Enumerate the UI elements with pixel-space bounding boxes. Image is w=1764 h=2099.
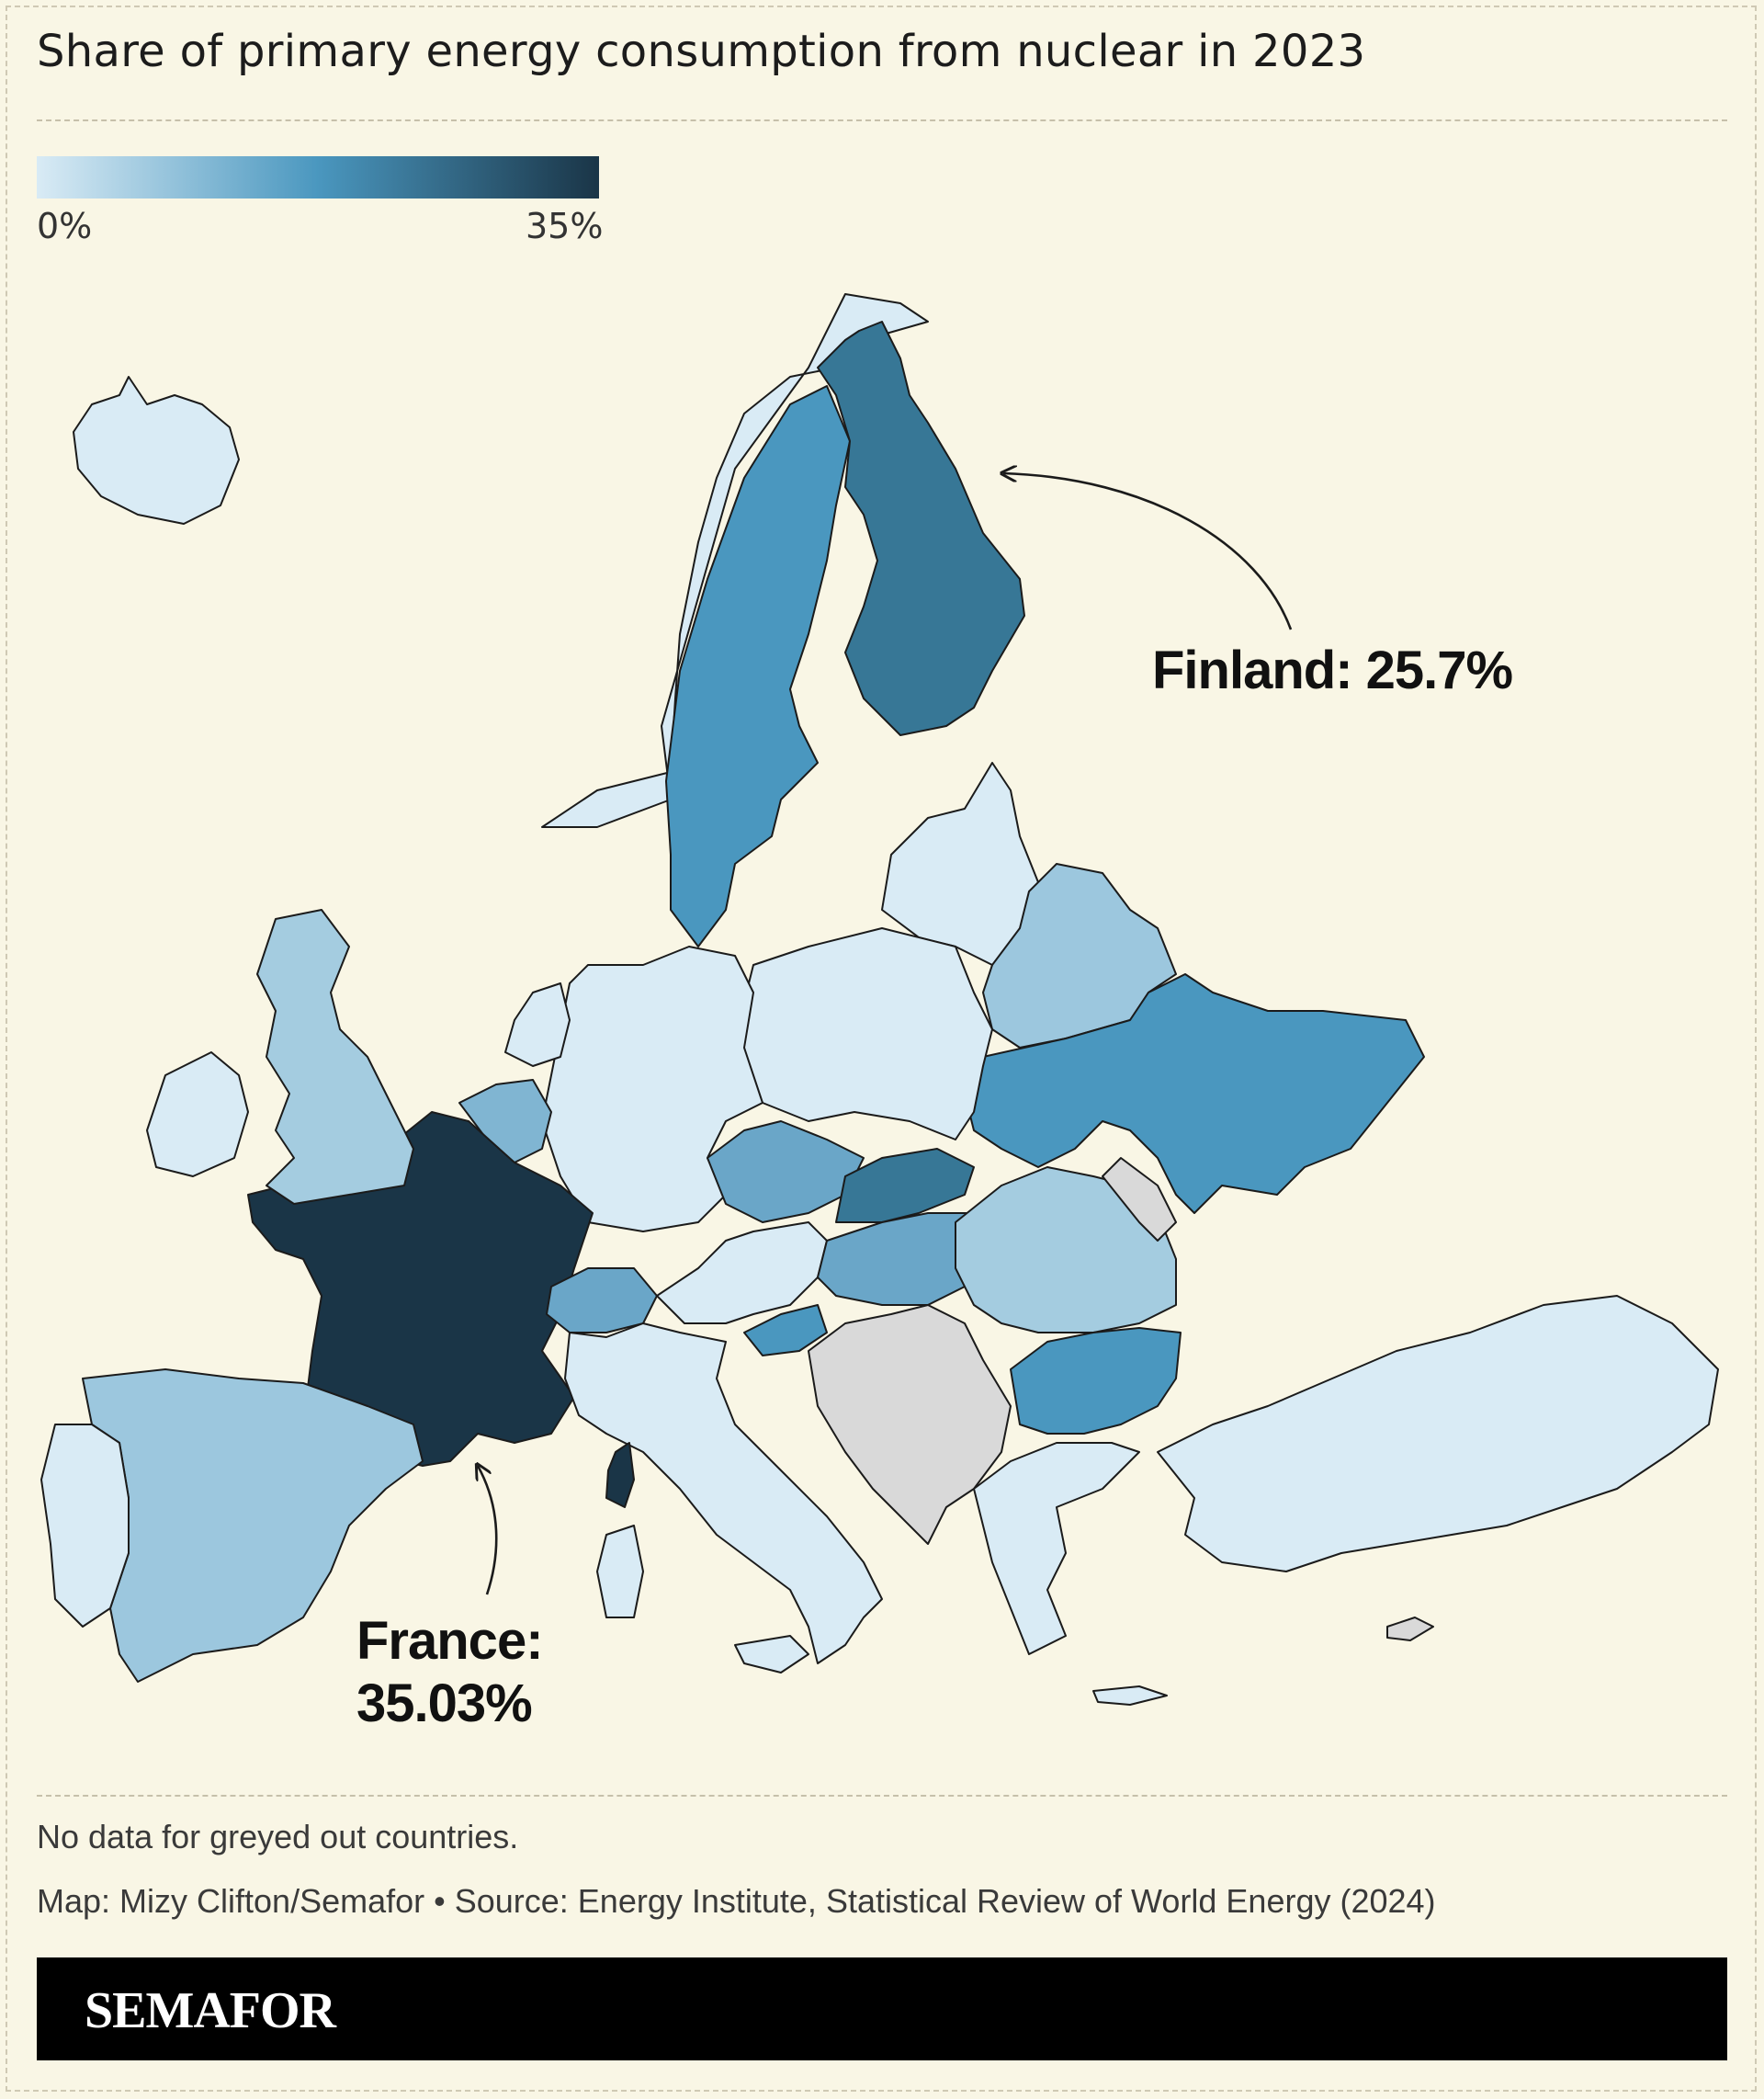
france-callout-arrow bbox=[478, 1466, 498, 1595]
legend-max-label: 35% bbox=[526, 206, 604, 246]
country-turkey bbox=[1157, 1295, 1719, 1572]
country-italy-sardinia bbox=[596, 1525, 644, 1618]
country-ireland bbox=[146, 1051, 249, 1177]
country-cyprus bbox=[1386, 1617, 1434, 1641]
semafor-logo: SEMAFOR bbox=[85, 1982, 336, 2039]
country-sweden bbox=[665, 385, 851, 947]
chart-frame bbox=[6, 6, 1757, 2092]
country-italy bbox=[564, 1322, 883, 1664]
color-scale-legend bbox=[37, 156, 599, 199]
country-slovakia bbox=[835, 1148, 975, 1223]
legend-min-label: 0% bbox=[37, 206, 93, 246]
country-ukraine bbox=[964, 973, 1425, 1214]
bottom-divider bbox=[37, 1795, 1727, 1797]
country-finland bbox=[817, 321, 1025, 736]
country-bulgaria bbox=[1010, 1327, 1182, 1435]
country-belarus bbox=[982, 863, 1177, 1049]
top-divider bbox=[37, 119, 1727, 121]
finland-callout-arrow bbox=[1003, 473, 1293, 630]
country-portugal bbox=[40, 1424, 130, 1628]
country-iceland bbox=[73, 376, 240, 525]
country-netherlands bbox=[504, 982, 571, 1067]
country-greece-crete bbox=[1092, 1685, 1168, 1706]
no-data-note: No data for greyed out countries. bbox=[37, 1818, 519, 1855]
finland-callout-label: Finland: 25.7% bbox=[1152, 641, 1513, 700]
country-western-balkans bbox=[808, 1304, 1012, 1545]
chart-title: Share of primary energy consumption from… bbox=[37, 26, 1366, 77]
europe-map bbox=[40, 293, 1719, 1706]
country-slovenia bbox=[743, 1304, 828, 1356]
country-romania bbox=[955, 1166, 1177, 1333]
country-france bbox=[247, 1111, 594, 1467]
france-callout-label: France: 35.03% bbox=[356, 1610, 544, 1735]
country-moldova bbox=[1102, 1157, 1177, 1242]
france-callout-line2: 35.03% bbox=[356, 1674, 533, 1733]
brand-bar: SEMAFOR bbox=[37, 1957, 1727, 2060]
country-italy-sicily bbox=[734, 1635, 809, 1674]
source-credit: Map: Mizy Clifton/Semafor • Source: Ener… bbox=[37, 1882, 1436, 1920]
country-united-kingdom bbox=[256, 909, 414, 1205]
country-greece bbox=[973, 1442, 1140, 1655]
country-france-corsica bbox=[605, 1442, 635, 1508]
country-poland bbox=[743, 927, 993, 1140]
france-callout-line1: France: bbox=[356, 1611, 544, 1671]
